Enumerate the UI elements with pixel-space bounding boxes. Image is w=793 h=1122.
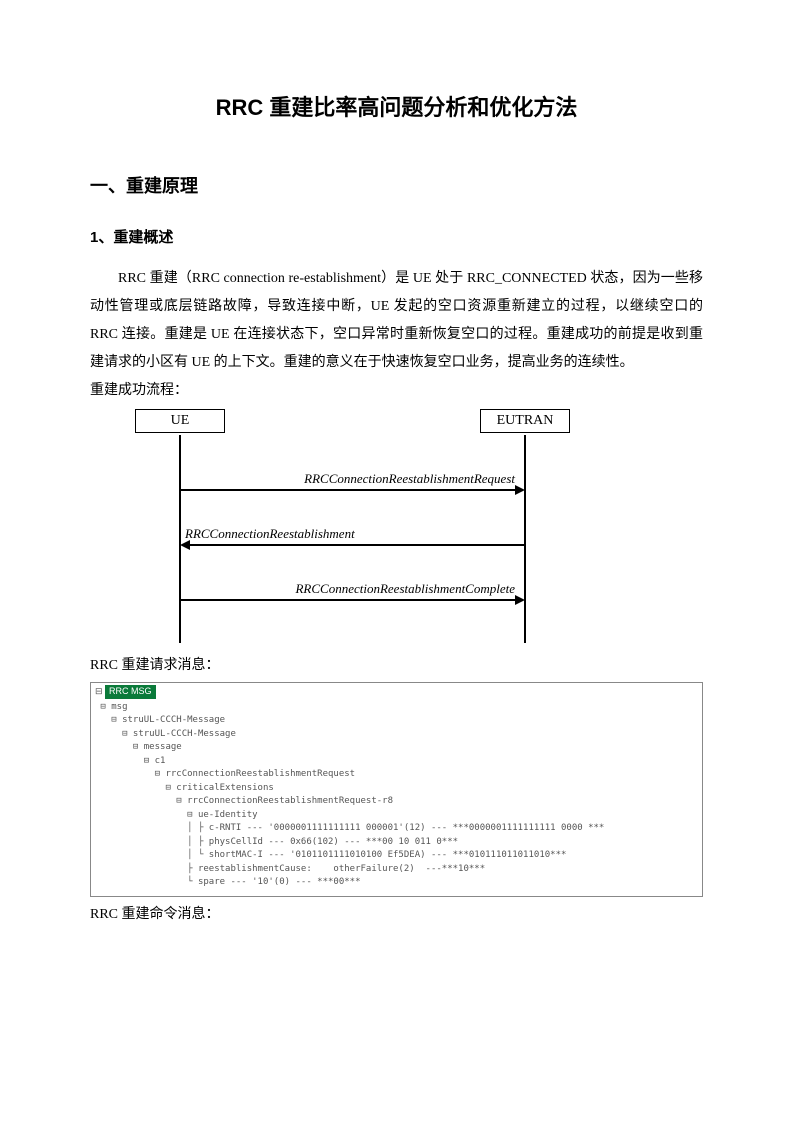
arrow-3-line: [181, 599, 516, 601]
page-title: RRC 重建比率高问题分析和优化方法: [90, 90, 703, 122]
tree-line: ⊟ msg: [95, 701, 698, 715]
tree-line: ⊟ c1: [95, 755, 698, 769]
tree-marker-icon: ⊟: [95, 686, 105, 696]
sequence-diagram: UE EUTRAN RRCConnectionReestablishmentRe…: [115, 409, 575, 644]
arrow-1-head: [515, 485, 525, 495]
flow-label: 重建成功流程：: [90, 377, 703, 405]
tree-line: ⊟ message: [95, 741, 698, 755]
section-heading-1: 一、重建原理: [90, 172, 703, 198]
command-msg-label: RRC 重建命令消息：: [90, 901, 703, 929]
tree-line: ├ reestablishmentCause: otherFailure(2) …: [95, 863, 698, 877]
paragraph-1: RRC 重建（RRC connection re-establishment）是…: [90, 265, 703, 377]
tree-line: └ spare --- '10'(0) --- ***00***: [95, 876, 698, 890]
tree-line: ⊟ rrcConnectionReestablishmentRequest-r8: [95, 795, 698, 809]
lifeline-eutran: [524, 435, 526, 643]
arrow-3-head: [515, 595, 525, 605]
tree-root: RRC MSG: [105, 685, 156, 699]
seq-actor-eutran: EUTRAN: [480, 409, 570, 433]
seq-msg-1: RRCConnectionReestablishmentRequest: [185, 471, 515, 487]
arrow-2-head: [180, 540, 190, 550]
request-msg-label: RRC 重建请求消息：: [90, 652, 703, 680]
section-heading-1-1: 1、重建概述: [90, 226, 703, 247]
tree-line: ⊟ struUL-CCCH-Message: [95, 728, 698, 742]
arrow-1-line: [181, 489, 516, 491]
tree-line: ⊟ ue-Identity: [95, 809, 698, 823]
rrc-message-tree: ⊟ RRC MSG ⊟ msg ⊟ struUL-CCCH-Message ⊟ …: [90, 682, 703, 897]
tree-line: │ ├ physCellId --- 0x66(102) --- ***00 1…: [95, 836, 698, 850]
tree-line: │ ├ c-RNTI --- '0000001111111111 000001'…: [95, 822, 698, 836]
tree-line: ⊟ criticalExtensions: [95, 782, 698, 796]
tree-line: │ └ shortMAC-I --- '0101101111010100 Ef5…: [95, 849, 698, 863]
lifeline-ue: [179, 435, 181, 643]
seq-msg-3: RRCConnectionReestablishmentComplete: [185, 581, 515, 597]
tree-line: ⊟ struUL-CCCH-Message: [95, 714, 698, 728]
seq-actor-ue: UE: [135, 409, 225, 433]
seq-msg-2: RRCConnectionReestablishment: [185, 526, 515, 542]
arrow-2-line: [189, 544, 526, 546]
tree-line: ⊟ rrcConnectionReestablishmentRequest: [95, 768, 698, 782]
